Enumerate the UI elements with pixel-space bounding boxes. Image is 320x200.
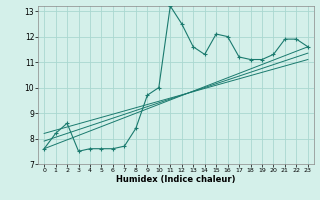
X-axis label: Humidex (Indice chaleur): Humidex (Indice chaleur) [116,175,236,184]
